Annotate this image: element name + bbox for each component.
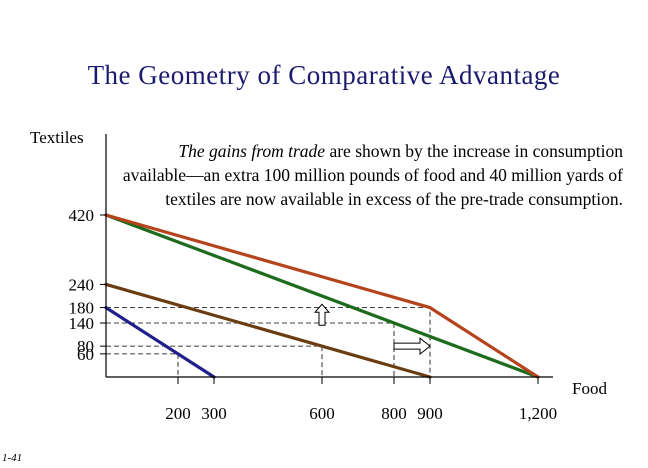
series-line-2 (104, 213, 540, 379)
x-tick-label: 600 (309, 404, 335, 423)
axes (105, 134, 553, 378)
y-tick-label: 140 (69, 314, 95, 333)
y-axis-label: Textiles (30, 128, 84, 147)
y-tick-label: 60 (77, 345, 94, 364)
x-tick-label: 200 (165, 404, 191, 423)
y-tick-label: 80 (77, 337, 94, 356)
gain-arrow-up (313, 303, 331, 326)
gains-annotation: The gains from trade are shown by the in… (115, 139, 623, 211)
reference-line-1 (106, 322, 395, 377)
x-tick-label: 900 (417, 404, 443, 423)
y-tick-label: 240 (69, 275, 95, 294)
annotation-emphasis: The gains from trade (178, 141, 326, 161)
reference-line-2 (106, 345, 323, 377)
slide-title: The Geometry of Comparative Advantage (87, 60, 561, 90)
series-lines (104, 213, 540, 379)
x-tick-label: 300 (201, 404, 227, 423)
y-tick-label: 420 (69, 206, 95, 225)
series-line-1 (104, 282, 432, 379)
slide-number: 1-41 (2, 452, 23, 464)
series-line-0 (104, 306, 216, 379)
series-line-3 (104, 213, 540, 379)
x-tick-label: 1,200 (519, 404, 557, 423)
x-axis-label: Food (572, 379, 607, 398)
x-tick-label: 800 (381, 404, 407, 423)
gain-arrow-right (393, 337, 431, 356)
annotation-text: are shown by the increase in consumption… (122, 141, 623, 209)
reference-line-3 (106, 353, 179, 377)
arrows (313, 303, 431, 356)
y-tick-label: 180 (69, 299, 95, 318)
